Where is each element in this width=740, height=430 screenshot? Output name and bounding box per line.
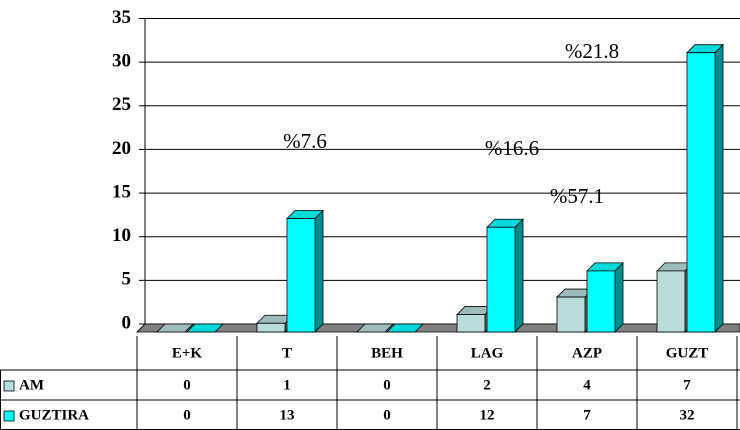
- table-value: 4: [583, 377, 591, 393]
- legend-swatch: [3, 380, 15, 392]
- table-value: 0: [183, 407, 191, 423]
- x-tick-label: LAG: [471, 345, 504, 361]
- bar: [586, 270, 616, 333]
- y-tick-label: 10: [112, 225, 131, 246]
- bar: [256, 322, 286, 333]
- table-value: 1: [283, 377, 291, 393]
- bar-top: [356, 323, 394, 333]
- bar: [556, 296, 586, 333]
- x-tick-label: GUZT: [666, 345, 709, 361]
- y-tick-label: 35: [112, 7, 131, 28]
- legend-swatch: [3, 410, 15, 422]
- legend-label: GUZTIRA: [19, 407, 89, 423]
- annotation: %16.6: [485, 136, 539, 160]
- annotation: %7.6: [283, 129, 327, 153]
- bar: [486, 226, 516, 333]
- table-value: 7: [683, 377, 691, 393]
- x-tick-label: T: [282, 345, 292, 361]
- x-tick-label: BEH: [371, 345, 403, 361]
- bar: [286, 218, 316, 333]
- bar-side: [614, 261, 624, 333]
- annotation: %21.8: [565, 39, 619, 63]
- y-tick-label: 25: [112, 94, 131, 115]
- table-value: 0: [183, 377, 191, 393]
- table-value: 32: [680, 407, 695, 423]
- table-value: 0: [383, 377, 391, 393]
- table-value: 7: [583, 407, 591, 423]
- legend-label: AM: [19, 377, 44, 393]
- bar-side: [314, 209, 324, 333]
- y-tick-label: 15: [112, 181, 131, 202]
- x-tick-label: E+K: [172, 345, 203, 361]
- annotation: %57.1: [550, 184, 604, 208]
- y-tick-label: 0: [122, 312, 132, 333]
- bar: [456, 314, 486, 333]
- table-value: 2: [483, 377, 491, 393]
- y-tick-label: 30: [112, 51, 131, 72]
- table-value: 12: [480, 407, 495, 423]
- bar-side: [714, 43, 724, 333]
- y-tick-label: 20: [112, 138, 131, 159]
- table-value: 13: [280, 407, 295, 423]
- bar: [686, 52, 716, 333]
- bar-side: [514, 218, 524, 333]
- bar-top: [186, 323, 224, 333]
- bar-top: [386, 323, 424, 333]
- bar-top: [156, 323, 194, 333]
- y-tick-label: 5: [122, 269, 132, 290]
- table-value: 0: [383, 407, 391, 423]
- floor: [136, 323, 740, 333]
- x-tick-label: AZP: [572, 345, 602, 361]
- bar: [656, 270, 686, 333]
